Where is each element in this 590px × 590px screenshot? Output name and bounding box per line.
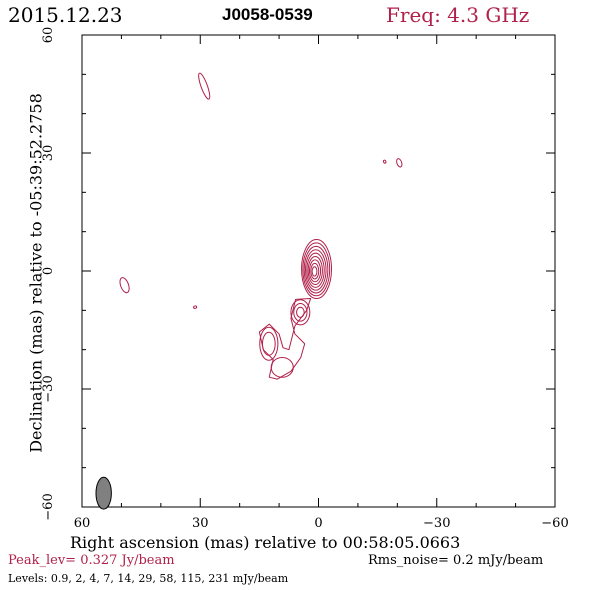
core-contour bbox=[310, 262, 320, 280]
noise-contour bbox=[382, 159, 387, 164]
jet-contour bbox=[296, 306, 305, 318]
axis-tick-labels: 60 30 0 −30 −60 −60 −30 0 30 60 bbox=[41, 27, 569, 531]
observation-date: 2015.12.23 bbox=[8, 3, 123, 27]
y-tick-label: −30 bbox=[41, 375, 56, 402]
x-axis-label: Right ascension (mas) relative to 00:58:… bbox=[70, 533, 461, 552]
y-tick-label: −60 bbox=[41, 493, 56, 520]
contour-lines bbox=[119, 72, 403, 380]
core-contour bbox=[305, 249, 327, 291]
jet-contour bbox=[259, 326, 279, 361]
core-contour bbox=[301, 239, 333, 300]
core-contour bbox=[311, 266, 318, 277]
core-contour bbox=[307, 256, 323, 286]
beam-ellipse bbox=[95, 476, 112, 510]
contour-levels-text: Levels: 0.9, 2, 4, 7, 14, 29, 58, 115, 2… bbox=[8, 572, 289, 585]
y-tick-label: 0 bbox=[41, 267, 56, 275]
source-name: J0058-0539 bbox=[222, 5, 313, 24]
y-tick-label: 60 bbox=[41, 27, 56, 44]
jet-contour bbox=[293, 302, 308, 322]
frequency-label: Freq: 4.3 GHz bbox=[386, 3, 530, 27]
noise-contour bbox=[396, 158, 403, 168]
core-contour bbox=[308, 259, 322, 283]
x-tick-label: −60 bbox=[541, 516, 568, 531]
y-tick-label: 30 bbox=[41, 145, 56, 162]
axis-ticks bbox=[82, 35, 555, 507]
peak-level-text: Peak_lev= 0.327 Jy/beam bbox=[8, 553, 175, 568]
noise-contour bbox=[193, 305, 198, 309]
x-tick-label: 0 bbox=[314, 516, 322, 531]
jet-contour bbox=[270, 357, 294, 378]
noise-contour bbox=[119, 277, 130, 294]
x-tick-label: 30 bbox=[192, 516, 209, 531]
x-tick-label: −30 bbox=[423, 516, 450, 531]
core-contour bbox=[303, 245, 329, 294]
rms-noise-text: Rms_noise= 0.2 mJy/beam bbox=[368, 553, 544, 568]
x-tick-label: 60 bbox=[74, 516, 91, 531]
core-contour bbox=[306, 252, 325, 288]
jet-envelope-contour bbox=[258, 298, 312, 380]
jet-contour bbox=[261, 331, 276, 356]
noise-contour bbox=[198, 72, 211, 100]
core-contour bbox=[302, 242, 331, 297]
jet-contour bbox=[290, 299, 311, 326]
